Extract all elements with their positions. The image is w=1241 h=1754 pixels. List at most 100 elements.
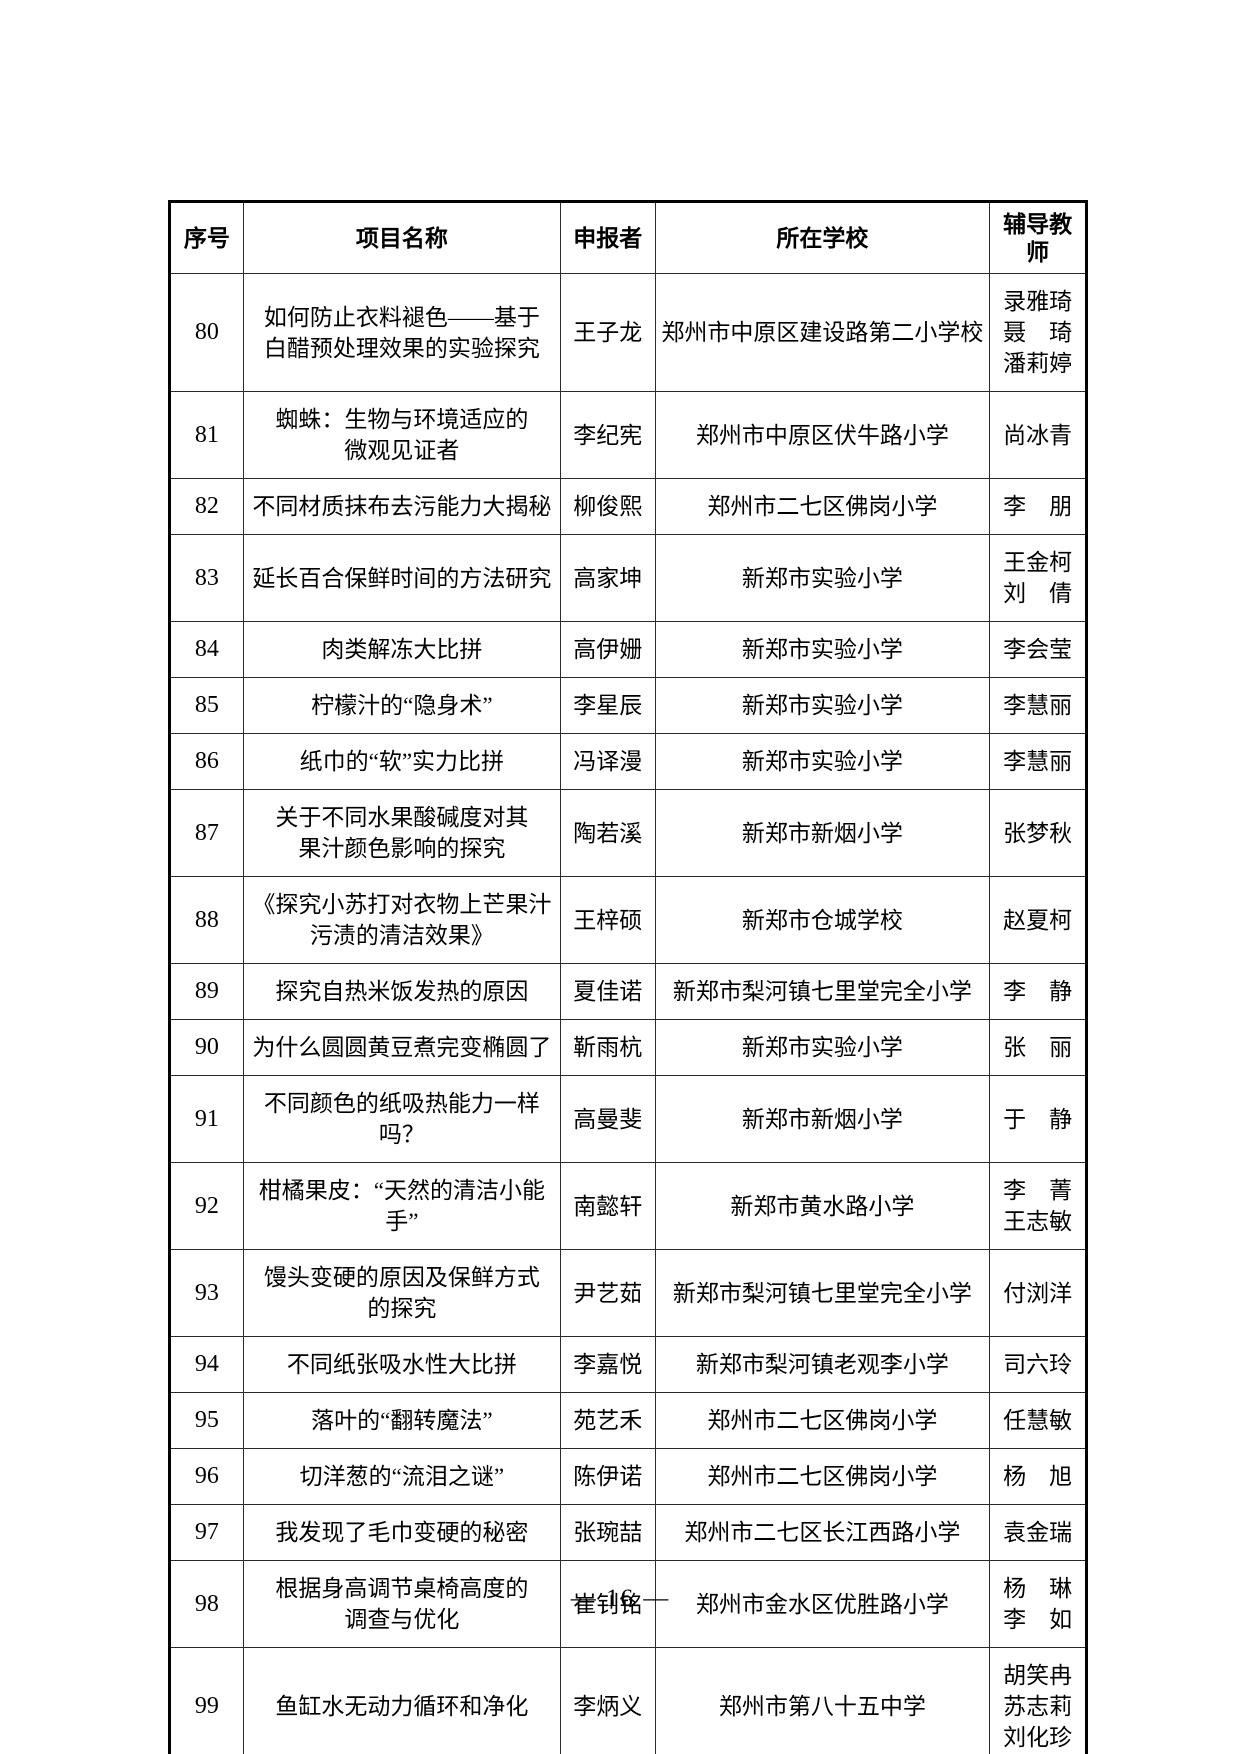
cell-advisor: 李慧丽 [989, 677, 1087, 734]
cell-applicant: 李嘉悦 [559, 1336, 656, 1393]
cell-applicant: 李纪宪 [559, 391, 656, 479]
cell-advisor: 赵夏柯 [989, 876, 1087, 964]
cell-serial-number: 94 [169, 1336, 244, 1393]
cell-project-name: 蜘蛛：生物与环境适应的 微观见证者 [242, 391, 561, 479]
cell-serial-number: 91 [169, 1075, 244, 1163]
cell-advisor: 李慧丽 [989, 733, 1087, 790]
cell-serial-number: 83 [169, 534, 244, 622]
cell-project-name: 不同纸张吸水性大比拼 [242, 1336, 561, 1393]
cell-advisor: 王金柯 刘 倩 [989, 534, 1087, 622]
cell-applicant: 李炳义 [559, 1647, 656, 1754]
table-row: 87 关于不同水果酸碱度对其 果汁颜色影响的探究 陶若溪 新郑市新烟小学 张梦秋 [169, 789, 1087, 877]
table-row: 84 肉类解冻大比拼 高伊姗 新郑市实验小学 李会莹 [169, 621, 1087, 678]
cell-advisor: 任慧敏 [989, 1392, 1087, 1449]
cell-advisor: 录雅琦 聂 琦 潘莉婷 [989, 273, 1087, 392]
cell-applicant: 高家坤 [559, 534, 656, 622]
cell-school: 郑州市中原区伏牛路小学 [654, 391, 991, 479]
cell-applicant: 张琬喆 [559, 1504, 656, 1561]
cell-school: 新郑市实验小学 [654, 1019, 991, 1076]
cell-applicant: 尹艺茹 [559, 1249, 656, 1337]
projects-table: 序号 项目名称 申报者 所在学校 辅导教师 80 如何防止衣料褪色——基于 白醋… [168, 200, 1088, 1754]
table-row: 85 柠檬汁的“隐身术” 李星辰 新郑市实验小学 李慧丽 [169, 677, 1087, 734]
table-row: 81 蜘蛛：生物与环境适应的 微观见证者 李纪宪 郑州市中原区伏牛路小学 尚冰青 [169, 391, 1087, 479]
cell-advisor: 袁金瑞 [989, 1504, 1087, 1561]
cell-serial-number: 97 [169, 1504, 244, 1561]
cell-project-name: 《探究小苏打对衣物上芒果汁 污渍的清洁效果》 [242, 876, 561, 964]
cell-serial-number: 87 [169, 789, 244, 877]
cell-school: 新郑市黄水路小学 [654, 1162, 991, 1250]
cell-serial-number: 82 [169, 478, 244, 535]
cell-advisor: 李 静 [989, 963, 1087, 1020]
table-row: 90 为什么圆圆黄豆煮完变椭圆了 靳雨杭 新郑市实验小学 张 丽 [169, 1019, 1087, 1076]
cell-serial-number: 88 [169, 876, 244, 964]
cell-project-name: 我发现了毛巾变硬的秘密 [242, 1504, 561, 1561]
cell-project-name: 切洋葱的“流泪之谜” [242, 1448, 561, 1505]
table-row: 82 不同材质抹布去污能力大揭秘 柳俊熙 郑州市二七区佛岗小学 李 朋 [169, 478, 1087, 535]
table-body: 80 如何防止衣料褪色——基于 白醋预处理效果的实验探究 王子龙 郑州市中原区建… [169, 273, 1087, 1754]
cell-serial-number: 95 [169, 1392, 244, 1449]
cell-serial-number: 92 [169, 1162, 244, 1250]
cell-serial-number: 90 [169, 1019, 244, 1076]
cell-school: 郑州市金水区优胜路小学 [654, 1560, 991, 1648]
cell-serial-number: 80 [169, 273, 244, 392]
cell-applicant: 夏佳诺 [559, 963, 656, 1020]
cell-serial-number: 81 [169, 391, 244, 479]
cell-project-name: 鱼缸水无动力循环和净化 [242, 1647, 561, 1754]
cell-advisor: 李 菁 王志敏 [989, 1162, 1087, 1250]
cell-project-name: 关于不同水果酸碱度对其 果汁颜色影响的探究 [242, 789, 561, 877]
cell-serial-number: 93 [169, 1249, 244, 1337]
cell-school: 郑州市二七区佛岗小学 [654, 1392, 991, 1449]
header-row: 序号 项目名称 申报者 所在学校 辅导教师 [169, 201, 1087, 274]
cell-project-name: 如何防止衣料褪色——基于 白醋预处理效果的实验探究 [242, 273, 561, 392]
cell-project-name: 落叶的“翻转魔法” [242, 1392, 561, 1449]
cell-school: 新郑市实验小学 [654, 534, 991, 622]
header-project-name: 项目名称 [242, 201, 561, 274]
cell-school: 新郑市新烟小学 [654, 789, 991, 877]
cell-serial-number: 96 [169, 1448, 244, 1505]
cell-serial-number: 89 [169, 963, 244, 1020]
cell-applicant: 陶若溪 [559, 789, 656, 877]
cell-school: 新郑市梨河镇老观李小学 [654, 1336, 991, 1393]
cell-applicant: 李星辰 [559, 677, 656, 734]
cell-serial-number: 98 [169, 1560, 244, 1648]
cell-serial-number: 85 [169, 677, 244, 734]
header-applicant: 申报者 [559, 201, 656, 274]
cell-project-name: 肉类解冻大比拼 [242, 621, 561, 678]
cell-advisor: 李 朋 [989, 478, 1087, 535]
cell-project-name: 馒头变硬的原因及保鲜方式 的探究 [242, 1249, 561, 1337]
cell-advisor: 张梦秋 [989, 789, 1087, 877]
table-row: 83 延长百合保鲜时间的方法研究 高家坤 新郑市实验小学 王金柯 刘 倩 [169, 534, 1087, 622]
header-serial-number: 序号 [169, 201, 244, 274]
cell-advisor: 尚冰青 [989, 391, 1087, 479]
cell-school: 新郑市梨河镇七里堂完全小学 [654, 963, 991, 1020]
table-header: 序号 项目名称 申报者 所在学校 辅导教师 [169, 201, 1087, 274]
table-row: 94 不同纸张吸水性大比拼 李嘉悦 新郑市梨河镇老观李小学 司六玲 [169, 1336, 1087, 1393]
table-row: 86 纸巾的“软”实力比拼 冯译漫 新郑市实验小学 李慧丽 [169, 733, 1087, 790]
cell-project-name: 柠檬汁的“隐身术” [242, 677, 561, 734]
cell-school: 郑州市二七区长江西路小学 [654, 1504, 991, 1561]
cell-applicant: 陈伊诺 [559, 1448, 656, 1505]
cell-project-name: 柑橘果皮：“天然的清洁小能手” [242, 1162, 561, 1250]
page-number: — 16 — [570, 1585, 671, 1612]
cell-applicant: 柳俊熙 [559, 478, 656, 535]
cell-school: 新郑市新烟小学 [654, 1075, 991, 1163]
cell-school: 新郑市仓城学校 [654, 876, 991, 964]
cell-applicant: 王子龙 [559, 273, 656, 392]
header-school: 所在学校 [654, 201, 991, 274]
cell-school: 新郑市实验小学 [654, 621, 991, 678]
cell-advisor: 司六玲 [989, 1336, 1087, 1393]
header-advisor: 辅导教师 [989, 201, 1087, 274]
cell-applicant: 冯译漫 [559, 733, 656, 790]
cell-project-name: 延长百合保鲜时间的方法研究 [242, 534, 561, 622]
cell-school: 新郑市实验小学 [654, 677, 991, 734]
table-row: 89 探究自热米饭发热的原因 夏佳诺 新郑市梨河镇七里堂完全小学 李 静 [169, 963, 1087, 1020]
cell-applicant: 王梓硕 [559, 876, 656, 964]
table-row: 99 鱼缸水无动力循环和净化 李炳义 郑州市第八十五中学 胡笑冉 苏志莉 刘化珍 [169, 1647, 1087, 1754]
cell-applicant: 高伊姗 [559, 621, 656, 678]
table-row: 92 柑橘果皮：“天然的清洁小能手” 南懿轩 新郑市黄水路小学 李 菁 王志敏 [169, 1162, 1087, 1250]
cell-advisor: 胡笑冉 苏志莉 刘化珍 [989, 1647, 1087, 1754]
cell-school: 郑州市二七区佛岗小学 [654, 478, 991, 535]
cell-serial-number: 99 [169, 1647, 244, 1754]
cell-project-name: 根据身高调节桌椅高度的 调查与优化 [242, 1560, 561, 1648]
